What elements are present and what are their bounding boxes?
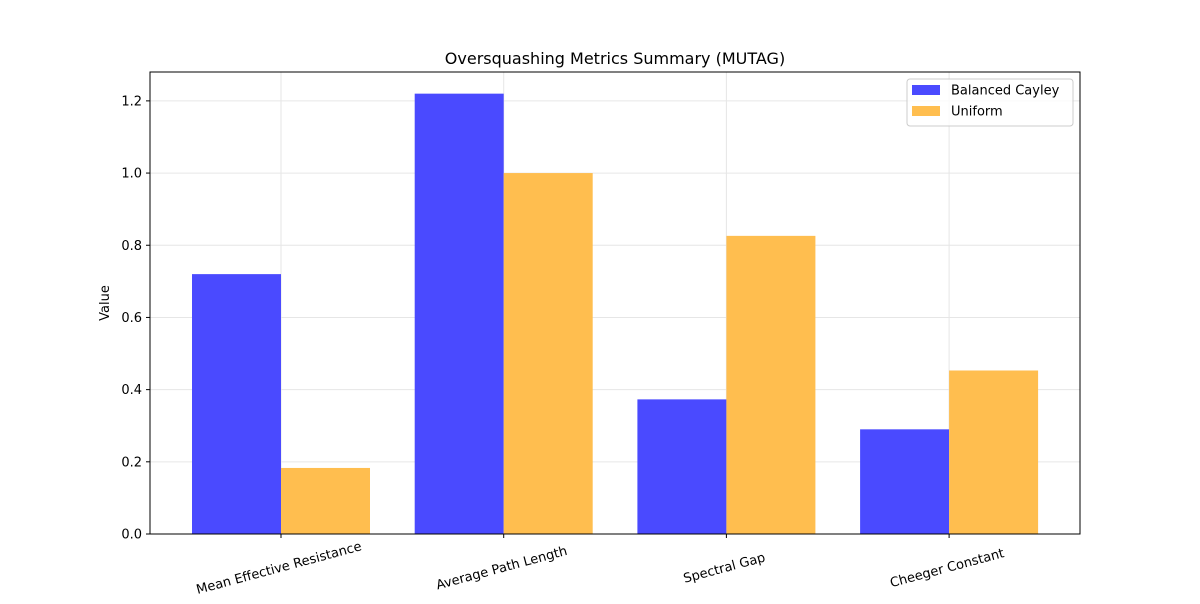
y-tick-label: 0.6: [121, 311, 142, 326]
bar-uniform-0: [281, 467, 370, 534]
bar-balanced-cayley-3: [860, 429, 950, 534]
bar-balanced-cayley-1: [414, 93, 504, 534]
y-tick-label: 0.2: [121, 455, 142, 470]
bar-balanced-cayley-2: [637, 399, 727, 534]
legend-label: Balanced Cayley: [951, 84, 1060, 99]
bar-uniform-1: [503, 173, 593, 534]
legend-swatch: [912, 106, 940, 116]
bar-uniform-3: [949, 370, 1039, 534]
y-tick-label: 1.2: [121, 94, 142, 109]
grid-lines: [150, 72, 1080, 535]
y-tick-label: 0.4: [121, 383, 142, 398]
y-axis-label: Value: [98, 285, 113, 321]
y-tick-label: 0.8: [121, 239, 142, 254]
legend-swatch: [912, 85, 940, 95]
chart-title: Oversquashing Metrics Summary (MUTAG): [445, 49, 785, 68]
x-tick-label: Cheeger Constant: [889, 546, 1006, 591]
bar-uniform-2: [726, 235, 816, 534]
legend: Balanced Cayley Uniform: [906, 78, 1074, 127]
plot-frame: [149, 71, 1081, 535]
x-tick-label: Mean Effective Resistance: [195, 539, 364, 598]
bar-balanced-cayley-0: [192, 274, 281, 534]
x-tick-label: Spectral Gap: [682, 550, 767, 586]
legend-box: [906, 78, 1074, 127]
y-tick-label: 0.0: [121, 528, 142, 543]
x-tick-label: Average Path Length: [435, 544, 569, 593]
bars: [192, 93, 1039, 534]
legend-label: Uniform: [951, 105, 1003, 120]
axes: [146, 71, 1081, 538]
y-tick-label: 1.0: [121, 167, 142, 182]
